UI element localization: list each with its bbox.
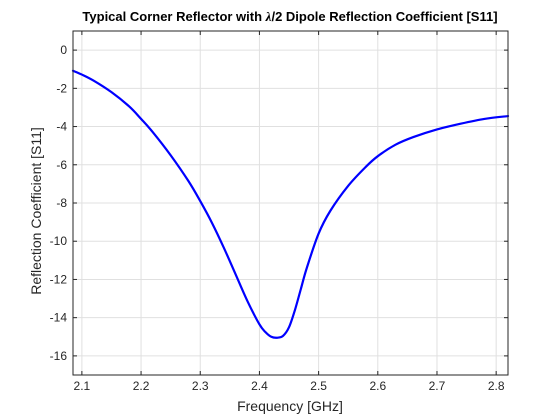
- x-tick-label: 2.6: [369, 379, 386, 393]
- x-tick-label: 2.5: [310, 379, 327, 393]
- chart-title: Typical Corner Reflector with λ/2 Dipole…: [82, 9, 497, 24]
- x-tick-label: 2.8: [488, 379, 505, 393]
- x-tick-label: 2.1: [74, 379, 91, 393]
- plot-area: 2.1 2.2 2.3 2.4 2.5 2.6 2.7 2.8 0 -2 -4 -6 -8 -10 -12 -…: [50, 30, 510, 393]
- series-line: [71, 69, 510, 339]
- x-tick-label: 2.7: [429, 379, 446, 393]
- y-tick-label: -6: [56, 158, 67, 172]
- y-tick-label: -16: [50, 349, 68, 363]
- y-axis-label: Reflection Coefficient [S11]: [28, 127, 44, 295]
- y-tick-label: -10: [50, 234, 68, 248]
- y-tick-label: -8: [56, 196, 67, 210]
- y-tick-label: -4: [56, 120, 67, 134]
- x-axis-label: Frequency [GHz]: [237, 398, 343, 414]
- x-tick-label: 2.3: [192, 379, 209, 393]
- y-tick-label: 0: [60, 43, 67, 57]
- y-tick-label: -12: [50, 272, 68, 286]
- y-tick-label: -14: [50, 311, 68, 325]
- x-tick-label: 2.2: [133, 379, 150, 393]
- y-tick-label: -2: [56, 81, 67, 95]
- x-tick-label: 2.4: [251, 379, 268, 393]
